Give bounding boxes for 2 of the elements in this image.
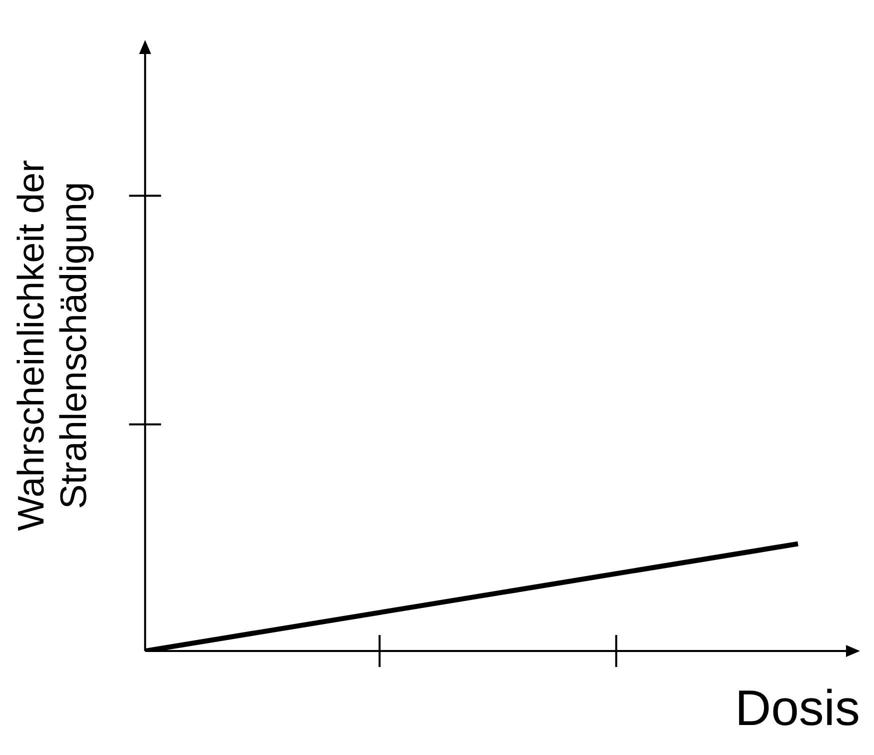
y-axis-title: Wahrscheinlichkeit der Strahlenschädigung (10, 160, 94, 531)
x-axis-title: Dosis (734, 680, 860, 736)
